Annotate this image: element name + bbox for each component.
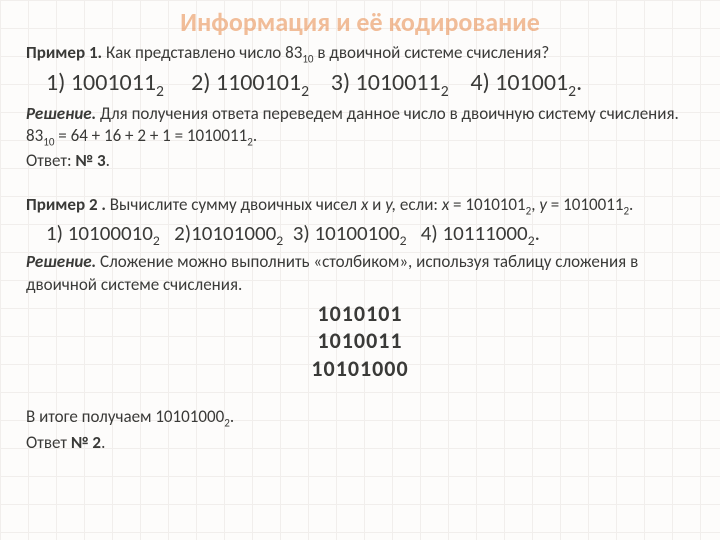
ex1-options: 1) 10010112 2) 11001012 3) 10100112 4) 1… [46,68,694,101]
ex1-question: Пример 1. Как представлено число 8310 в … [26,42,694,66]
ex2-label: Пример 2 . [26,194,106,215]
ex1-solution: Решение. Для получения ответа переведем … [26,103,694,149]
ex2-result-text: В итоге получаем 101010002. [26,406,694,430]
ex1-answer: Ответ: № 3. [26,150,694,172]
ex2-options: 1) 101000102 2)101010002 3) 101001002 4)… [46,220,694,249]
ex2-question: Пример 2 . Вычислите сумму двоичных чисе… [26,194,694,218]
ex2-answer: Ответ № 2. [26,432,694,454]
addend-2: 1010011 [26,327,694,355]
ex1-label: Пример 1. [26,42,102,63]
addition-result: 10101000 [26,355,694,383]
solution-label: Решение. [26,103,96,124]
ex2-solution: Решение. Сложение можно выполнить «столб… [26,251,694,295]
ex2-addition-column: 1010101 1010011 10101000 [26,300,694,383]
solution-label: Решение. [26,251,96,272]
addend-1: 1010101 [26,300,694,328]
page-title: Информация и её кодирование [26,6,694,38]
